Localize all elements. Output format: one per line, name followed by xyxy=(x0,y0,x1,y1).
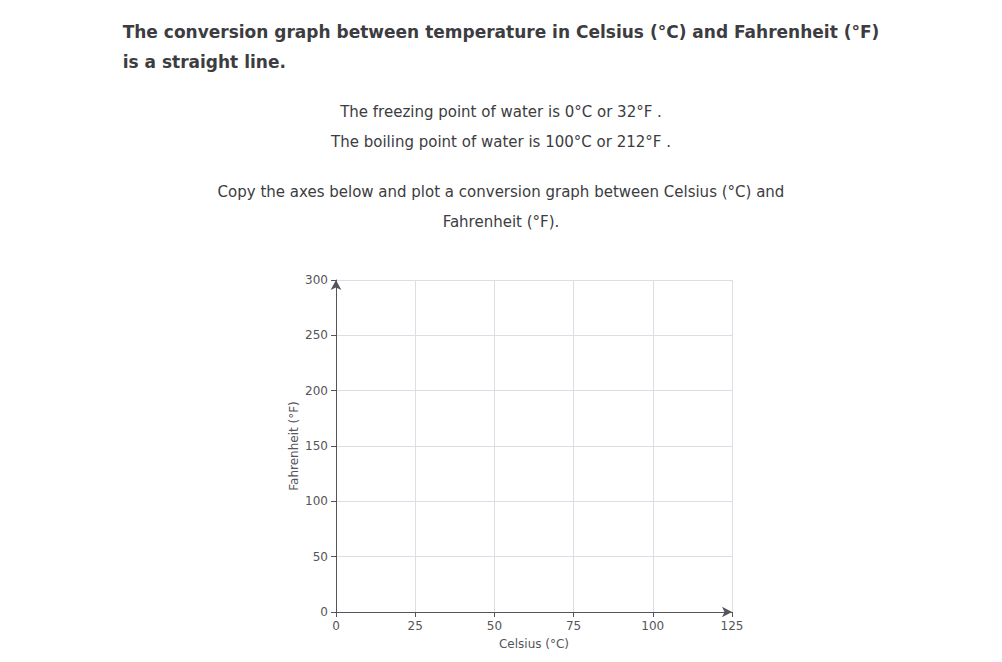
svg-text:300: 300 xyxy=(305,273,328,287)
svg-text:Fahrenheit (°F): Fahrenheit (°F) xyxy=(287,401,301,491)
svg-text:75: 75 xyxy=(566,619,581,633)
svg-text:125: 125 xyxy=(721,619,744,633)
svg-text:100: 100 xyxy=(305,494,328,508)
svg-text:250: 250 xyxy=(305,328,328,342)
svg-text:0: 0 xyxy=(332,619,340,633)
svg-text:50: 50 xyxy=(487,619,502,633)
svg-text:Fahrenheit (°F).: Fahrenheit (°F). xyxy=(443,213,560,231)
svg-text:0: 0 xyxy=(320,605,328,619)
svg-text:200: 200 xyxy=(305,384,328,398)
svg-text:50: 50 xyxy=(313,550,328,564)
svg-text:Celsius (°C): Celsius (°C) xyxy=(499,637,569,651)
svg-text:The freezing point of water is: The freezing point of water is 0°C or 32… xyxy=(339,103,662,121)
svg-text:150: 150 xyxy=(305,439,328,453)
svg-text:Copy the axes below and plot a: Copy the axes below and plot a conversio… xyxy=(218,183,785,201)
svg-text:25: 25 xyxy=(408,619,423,633)
svg-text:100: 100 xyxy=(641,619,664,633)
svg-text:The conversion graph between t: The conversion graph between temperature… xyxy=(123,22,880,42)
svg-text:The boiling point of water is: The boiling point of water is 100°C or 2… xyxy=(330,133,671,151)
svg-text:is a straight line.: is a straight line. xyxy=(123,52,286,72)
